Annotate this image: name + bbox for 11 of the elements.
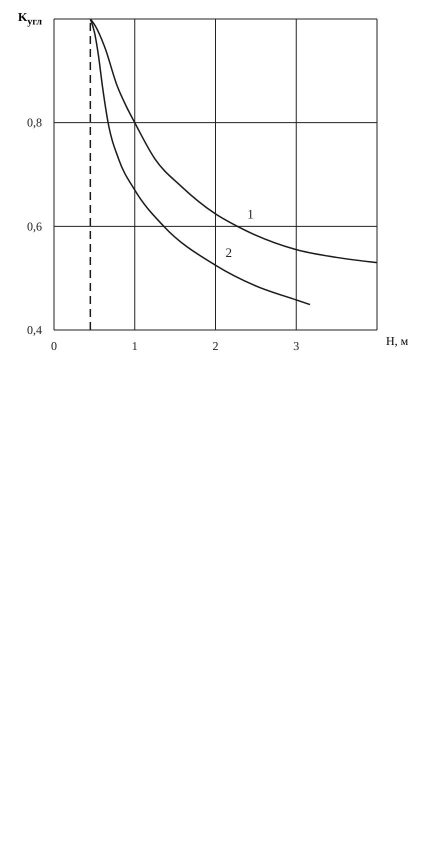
y-tick-label: 0,4 bbox=[27, 323, 42, 337]
y-tick-label: 0,6 bbox=[27, 219, 42, 234]
x-tick-label: 0 bbox=[51, 339, 57, 353]
x-axis-title: H, м bbox=[386, 334, 408, 349]
x-tick-label: 1 bbox=[132, 339, 138, 353]
y-tick-label: 0,8 bbox=[27, 116, 42, 130]
x-tick-label: 2 bbox=[212, 339, 218, 353]
y-axis-title: K$_{угл}$ bbox=[18, 10, 42, 28]
series-label: 1 bbox=[247, 206, 254, 222]
x-tick-label: 3 bbox=[293, 339, 300, 353]
series-label: 2 bbox=[226, 245, 232, 260]
